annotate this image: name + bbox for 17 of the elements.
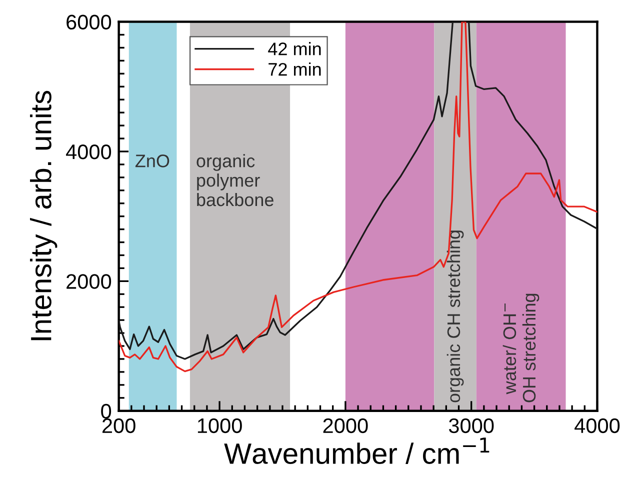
band-label: organic CH stretching (446, 230, 464, 402)
band-label: ZnO (135, 154, 170, 168)
x-tick-label: 2000 (323, 418, 368, 434)
x-tick-label: 200 (102, 418, 136, 434)
x-tick-label: 4000 (574, 418, 620, 434)
y-axis-title: Intensity / arb. units (30, 90, 58, 340)
x-axis-title: Wavenumber / cm$^{−1}$ (224, 438, 490, 464)
legend-label: 42 min (268, 42, 321, 56)
y-tick-label: 2000 (66, 274, 112, 289)
y-tick-label: 0 (101, 404, 112, 419)
x-tick-label: 3000 (448, 418, 494, 434)
y-tick-label: 6000 (66, 14, 112, 30)
y-tick-label: 4000 (66, 144, 112, 160)
band-label: organic polymer backbone (196, 154, 274, 206)
legend-label: 72 min (268, 62, 321, 76)
x-tick-label: 1000 (198, 418, 242, 434)
text: water/ OH$^{−}$ OH stretching (502, 294, 540, 402)
